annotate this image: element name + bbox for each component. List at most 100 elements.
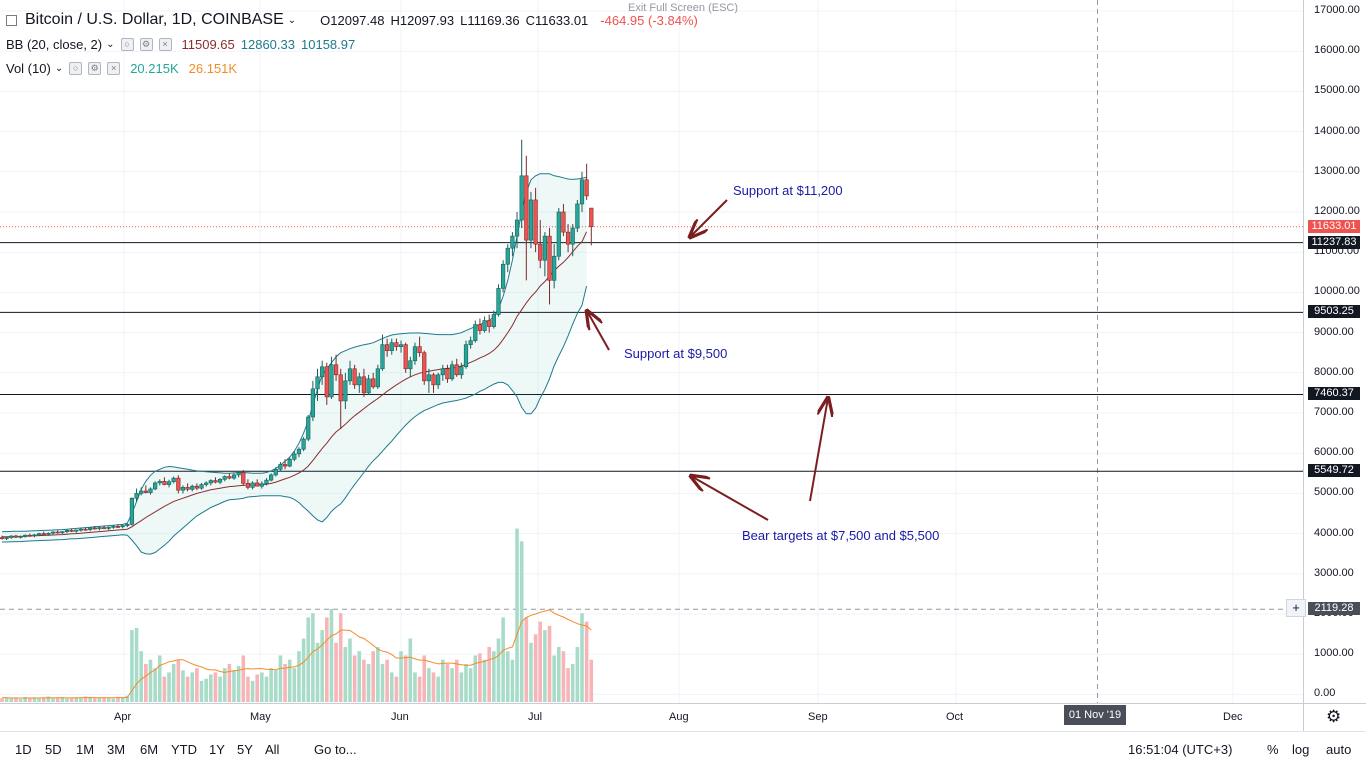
volume-bar <box>283 663 287 702</box>
volume-bar <box>222 668 227 702</box>
candle <box>204 481 209 487</box>
candle <box>538 220 543 269</box>
candle <box>333 354 339 381</box>
range-button-5d[interactable]: 5D <box>45 742 62 757</box>
candle <box>366 374 371 395</box>
candle <box>584 163 589 200</box>
candle <box>408 356 413 377</box>
price-tick-label: 16000.00 <box>1314 44 1360 57</box>
time-tick-label: Aug <box>669 711 689 723</box>
goto-button[interactable]: Go to... <box>314 742 357 757</box>
volume-bar <box>116 696 120 702</box>
range-button-5y[interactable]: 5Y <box>237 742 253 757</box>
candle <box>459 362 464 379</box>
settings-gear-icon[interactable]: ⚙ <box>1326 707 1342 726</box>
plus-icon[interactable]: + <box>1286 599 1306 617</box>
eye-icon[interactable]: ○ <box>69 62 83 75</box>
candle <box>74 529 79 533</box>
exit-fullscreen-hint[interactable]: Exit Full Screen (ESC) <box>628 2 739 14</box>
bb-value-0: 11509.65 <box>181 37 235 52</box>
candle <box>282 459 288 470</box>
candle <box>278 462 283 472</box>
candle <box>310 380 315 422</box>
auto-toggle[interactable]: auto <box>1326 742 1352 757</box>
candle <box>306 415 311 442</box>
candle <box>231 473 237 480</box>
candle <box>473 320 478 343</box>
chevron-down-icon[interactable]: ⌄ <box>54 63 64 74</box>
candle <box>129 497 135 526</box>
price-chart[interactable] <box>0 0 1366 731</box>
candle <box>510 232 515 257</box>
candle <box>269 473 274 482</box>
collapse-icon[interactable] <box>6 14 17 26</box>
candle <box>380 334 385 371</box>
volume-bar <box>505 651 510 702</box>
volume-bar <box>18 699 23 702</box>
volume-bar <box>301 638 306 702</box>
volume-bar <box>195 668 199 702</box>
range-button-all[interactable]: All <box>265 742 280 757</box>
volume-bar <box>255 674 259 702</box>
horizontal-levels <box>0 226 1303 610</box>
chevron-down-icon[interactable]: ⌄ <box>287 14 297 26</box>
bb-label[interactable]: BB (20, close, 2) <box>6 37 103 52</box>
candle <box>505 244 510 273</box>
volume-bar <box>14 697 18 702</box>
volume-bar <box>23 696 27 702</box>
log-toggle[interactable]: log <box>1292 742 1310 757</box>
range-button-1m[interactable]: 1M <box>76 742 95 757</box>
gear-icon[interactable]: ⚙ <box>139 38 153 51</box>
crosshair-date-label: 01 Nov '19 <box>1064 705 1126 725</box>
candle <box>273 467 278 477</box>
candle <box>236 470 241 478</box>
volume-bar <box>338 613 343 702</box>
clock-readout[interactable]: 16:51:04 (UTC+3) <box>1128 742 1233 757</box>
volume-bar <box>97 697 102 702</box>
percent-toggle[interactable]: % <box>1267 742 1279 757</box>
arrow-support-9500 <box>587 311 610 351</box>
volume-bar <box>9 698 14 702</box>
price-tick-label: 8000.00 <box>1314 365 1354 378</box>
volume-bar <box>199 680 204 702</box>
candle <box>324 362 329 405</box>
volume-bar <box>376 647 380 702</box>
candle <box>255 479 260 487</box>
range-button-6m[interactable]: 6M <box>140 742 159 757</box>
close-icon[interactable]: × <box>158 38 172 51</box>
candle <box>259 481 264 489</box>
volume-bar <box>227 663 232 702</box>
chevron-down-icon[interactable]: ⌄ <box>106 39 115 50</box>
candle <box>491 310 496 329</box>
range-button-1y[interactable]: 1Y <box>209 742 225 757</box>
volume-bar <box>190 672 195 702</box>
ohlc-values: O12097.48 H12097.93 L11169.36 C11633.01 <box>314 13 588 28</box>
candle <box>18 535 23 539</box>
bb-values: 11509.65 12860.33 10158.97 <box>176 37 356 52</box>
candle <box>64 529 70 534</box>
range-button-3m[interactable]: 3M <box>107 742 126 757</box>
bb-basis-line <box>2 231 588 538</box>
vol-value: 20.215K <box>130 61 179 76</box>
chart-background <box>0 0 1303 703</box>
volume-bar <box>454 659 459 702</box>
gear-icon[interactable]: ⚙ <box>88 62 102 75</box>
volume-bar <box>334 642 338 702</box>
volume-bar <box>431 672 436 702</box>
close-icon[interactable]: × <box>107 62 121 75</box>
symbol-title[interactable]: Bitcoin / U.S. Dollar, 1D, COINBASE <box>25 11 284 28</box>
volume-bar <box>204 678 208 702</box>
bb-legend: BB (20, close, 2) ⌄ ○ ⚙ × 11509.65 12860.… <box>6 37 355 52</box>
eye-icon[interactable]: ○ <box>120 38 134 51</box>
volume-bar <box>408 638 413 702</box>
volume-bar <box>459 672 464 702</box>
range-button-1d[interactable]: 1D <box>15 742 32 757</box>
candle <box>180 485 186 494</box>
candle <box>106 526 111 530</box>
price-tick-label: 3000.00 <box>1314 566 1354 579</box>
candle <box>463 340 469 369</box>
range-button-ytd[interactable]: YTD <box>171 742 197 757</box>
volume-bar <box>139 651 143 702</box>
vol-label[interactable]: Vol (10) <box>6 61 51 76</box>
time-tick-label: May <box>250 711 271 723</box>
